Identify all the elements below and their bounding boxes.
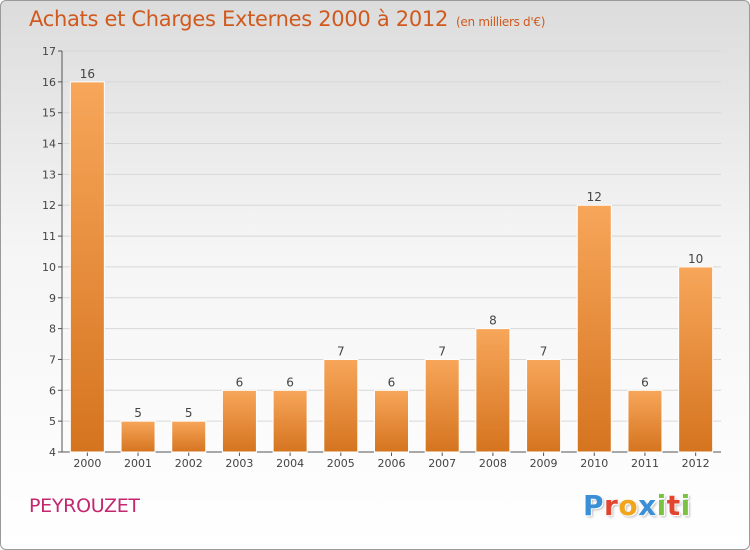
x-tick-label: 2003 [225, 457, 253, 470]
y-tick-label: 8 [49, 323, 56, 336]
x-tick-label: 2000 [73, 457, 101, 470]
x-tick-label: 2011 [631, 457, 659, 470]
data-label: 7 [337, 344, 345, 358]
y-tick-label: 12 [42, 199, 56, 212]
bar [678, 266, 714, 453]
logo-letter: x [638, 489, 657, 522]
y-tick-label: 14 [42, 138, 56, 151]
y-tick-label: 6 [49, 384, 56, 397]
bar [272, 389, 308, 453]
x-tick-label: 2010 [580, 457, 608, 470]
x-tick-label: 2007 [428, 457, 456, 470]
data-label: 7 [438, 344, 446, 358]
bars [69, 81, 714, 453]
grid-lines [62, 50, 721, 422]
bar [526, 358, 562, 453]
labels: 16 5 5 6 6 7 6 7 8 7 12 6 10 [80, 67, 704, 420]
bar [120, 420, 156, 453]
x-tick-label: 2002 [175, 457, 203, 470]
chart-title-text: Achats et Charges Externes 2000 à 2012 [29, 7, 449, 31]
bar [627, 389, 663, 453]
y-tick-label: 15 [42, 107, 56, 120]
bar [576, 204, 612, 453]
bar [69, 81, 105, 453]
y-tick-label: 13 [42, 168, 56, 181]
x-tick-label: 2005 [327, 457, 355, 470]
y-tick-label: 9 [49, 292, 56, 305]
data-label: 16 [80, 67, 95, 81]
data-label: 8 [489, 314, 497, 328]
y-tick-label: 17 [42, 45, 56, 58]
bar [424, 358, 460, 453]
x-tick-label: 2006 [378, 457, 406, 470]
logo-letter: r [604, 489, 619, 522]
x-tick-label: 2004 [276, 457, 304, 470]
logo-letter: i [680, 489, 691, 522]
bar [171, 420, 207, 453]
x-tick-label: 2008 [479, 457, 507, 470]
logo-letter: t [666, 489, 681, 522]
axes: 4 5 6 7 8 9 10 11 12 13 14 15 16 17 2000 2001 2002 2003 20… [42, 45, 721, 470]
data-label: 6 [286, 375, 294, 389]
data-label: 12 [587, 190, 602, 204]
x-tick-label: 2012 [682, 457, 710, 470]
chart-subtitle: (en milliers d'€) [456, 15, 546, 29]
x-tick-label: 2001 [124, 457, 152, 470]
data-label: 7 [540, 344, 548, 358]
logo-letter: P [583, 489, 605, 522]
commune-name: PEYROUZET [29, 495, 140, 517]
bar [374, 389, 409, 453]
data-label: 10 [688, 252, 703, 266]
y-tick-label: 11 [42, 230, 56, 243]
y-tick-label: 10 [42, 261, 56, 274]
data-label: 5 [185, 406, 193, 420]
y-tick-label: 16 [42, 76, 56, 89]
chart-title: Achats et Charges Externes 2000 à 2012 (e… [29, 7, 545, 31]
bar [323, 358, 359, 453]
bar [221, 389, 257, 453]
logo-letter: i [656, 489, 667, 522]
y-tick-label: 4 [49, 446, 56, 459]
data-label: 5 [134, 406, 142, 420]
data-label: 6 [388, 375, 396, 389]
proxiti-logo[interactable]: Proxiti [583, 489, 691, 522]
data-label: 6 [236, 375, 244, 389]
y-tick-label: 7 [49, 353, 56, 366]
data-label: 6 [641, 375, 649, 389]
x-tick-label: 2009 [530, 457, 558, 470]
logo-letter: o [618, 489, 639, 522]
y-tick-label: 5 [49, 415, 56, 428]
bar [475, 328, 511, 453]
